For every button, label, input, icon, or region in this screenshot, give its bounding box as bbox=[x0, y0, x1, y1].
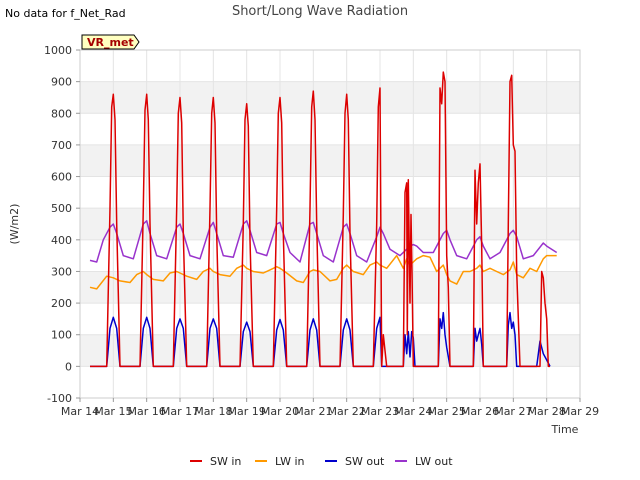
plot-band bbox=[80, 366, 580, 398]
y-tick-label: 400 bbox=[51, 234, 72, 247]
y-tick-label: 100 bbox=[51, 329, 72, 342]
x-tick-label: Mar 19 bbox=[228, 405, 266, 418]
legend-label-sw-in: SW in bbox=[210, 455, 241, 468]
x-tick-label: Mar 16 bbox=[128, 405, 166, 418]
x-tick-label: Mar 28 bbox=[528, 405, 566, 418]
plot-band bbox=[80, 144, 580, 177]
legend-label-lw-in: LW in bbox=[275, 455, 305, 468]
badge-shape bbox=[81, 34, 140, 50]
plot-band bbox=[80, 334, 580, 367]
x-tick-label: Mar 29 bbox=[561, 405, 599, 418]
plot-band bbox=[80, 239, 580, 272]
series-line-sw-out bbox=[90, 311, 551, 368]
plot-band bbox=[80, 303, 580, 335]
x-tick-label: Mar 26 bbox=[461, 405, 499, 418]
x-tick-label: Mar 17 bbox=[161, 405, 199, 418]
x-tick-label: Mar 21 bbox=[294, 405, 332, 418]
y-tick-label: 700 bbox=[51, 139, 72, 152]
x-tick-label: Mar 27 bbox=[494, 405, 532, 418]
legend-label-sw-out: SW out bbox=[345, 455, 385, 468]
y-tick-label: 0 bbox=[65, 360, 72, 373]
y-tick-label: 200 bbox=[51, 297, 72, 310]
x-tick-label: Mar 23 bbox=[361, 405, 399, 418]
y-axis-ticks: -100 0 100 200 300 400 500 600 700 800 900 1000 bbox=[44, 44, 80, 405]
plot-band bbox=[80, 81, 580, 114]
legend: SW in LW in SW out LW out bbox=[190, 455, 453, 468]
series-line-sw-in bbox=[90, 71, 550, 368]
y-tick-label: -100 bbox=[47, 392, 72, 405]
plot-band bbox=[80, 271, 580, 304]
x-tick-label: Mar 15 bbox=[94, 405, 132, 418]
plot-band bbox=[80, 113, 580, 145]
badge-label: VR_met bbox=[87, 36, 134, 49]
plot-frame bbox=[79, 49, 581, 399]
x-tick-label: Mar 20 bbox=[261, 405, 299, 418]
series-lines bbox=[89, 71, 558, 368]
x-tick-label: Mar 18 bbox=[194, 405, 232, 418]
x-axis-label: Time bbox=[551, 423, 579, 436]
y-tick-label: 1000 bbox=[44, 44, 72, 57]
y-axis-label: (W/m2) bbox=[8, 204, 21, 245]
chart-title: Short/Long Wave Radiation bbox=[232, 4, 408, 19]
y-tick-label: 900 bbox=[51, 76, 72, 89]
y-tick-label: 500 bbox=[51, 202, 72, 215]
y-tick-label: 300 bbox=[51, 265, 72, 278]
plot-band bbox=[80, 50, 580, 82]
plot-background-bands bbox=[79, 49, 581, 399]
x-tick-label: Mar 14 bbox=[61, 405, 99, 418]
x-tick-label: Mar 24 bbox=[394, 405, 432, 418]
y-tick-label: 600 bbox=[51, 171, 72, 184]
plot-band bbox=[80, 176, 580, 209]
y-tick-label: 800 bbox=[51, 107, 72, 120]
no-data-notice: No data for f_Net_Rad bbox=[5, 7, 126, 20]
plot-band bbox=[80, 208, 580, 240]
x-tick-label: Mar 22 bbox=[328, 405, 366, 418]
x-tick-label: Mar 25 bbox=[428, 405, 466, 418]
legend-label-lw-out: LW out bbox=[415, 455, 453, 468]
vr-met-badge: VR_met bbox=[81, 34, 140, 50]
